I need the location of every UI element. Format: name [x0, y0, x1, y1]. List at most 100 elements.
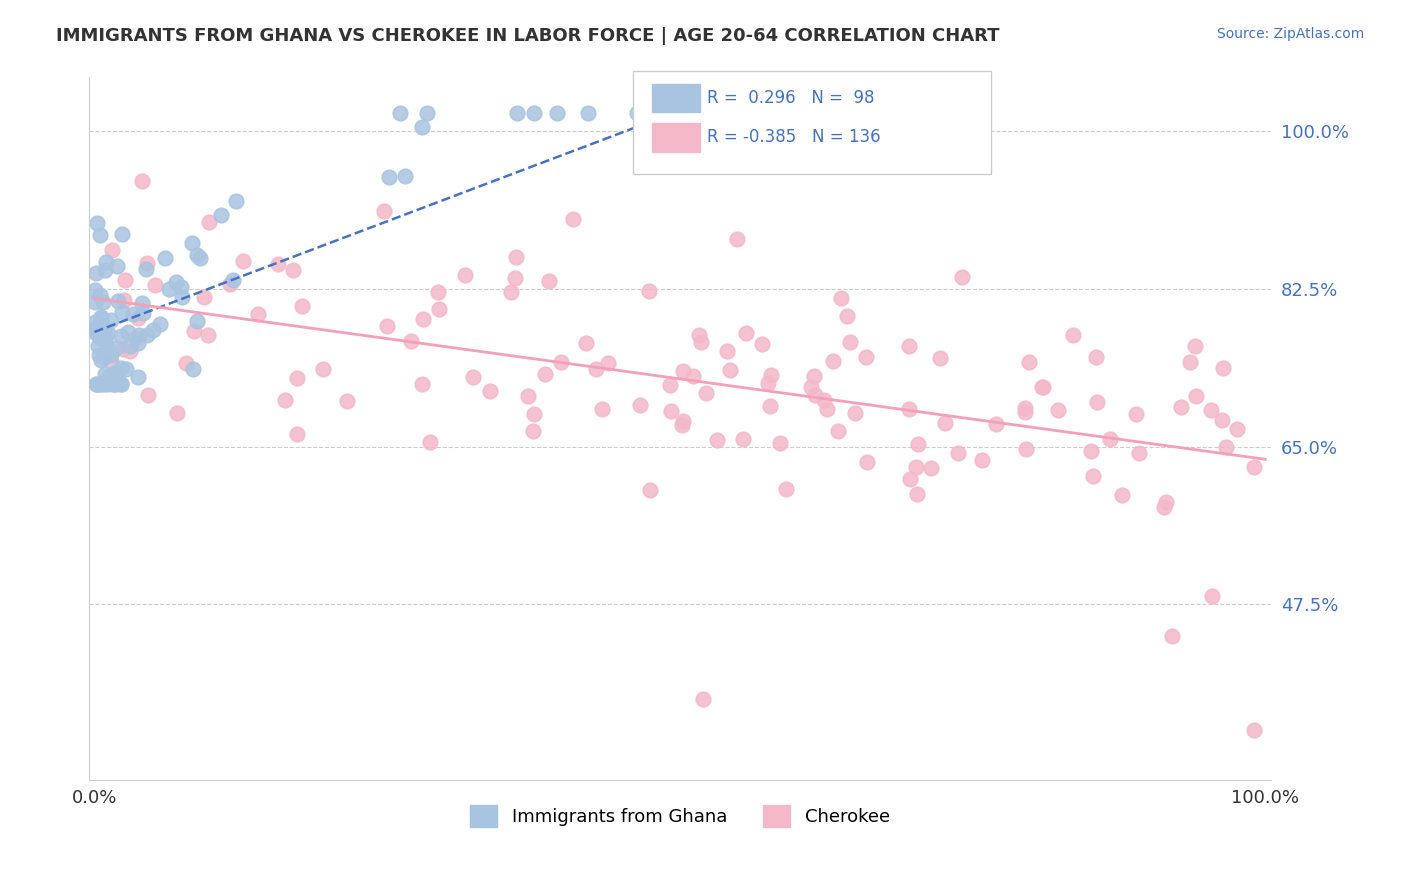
- Point: [672, 364, 695, 378]
- Point: [411, 120, 433, 134]
- Point: [775, 482, 797, 496]
- Point: [454, 268, 477, 282]
- Point: [970, 452, 993, 467]
- Point: [479, 384, 502, 398]
- Point: [1081, 469, 1104, 483]
- Point: [222, 273, 245, 287]
- Point: [101, 376, 124, 391]
- Point: [97, 368, 120, 383]
- Point: [735, 106, 758, 120]
- Point: [103, 376, 125, 391]
- Legend: Immigrants from Ghana, Cherokee: Immigrants from Ghana, Cherokee: [463, 797, 897, 834]
- Point: [461, 370, 484, 384]
- Point: [718, 363, 741, 377]
- Point: [907, 436, 929, 450]
- Point: [716, 343, 738, 358]
- Text: R = -0.385   N = 136: R = -0.385 N = 136: [707, 128, 880, 146]
- Point: [1125, 407, 1147, 421]
- Point: [149, 317, 172, 331]
- Point: [898, 339, 921, 353]
- Point: [756, 376, 779, 391]
- Point: [710, 106, 733, 120]
- Point: [562, 211, 585, 226]
- Point: [274, 393, 297, 408]
- Point: [107, 294, 129, 309]
- Point: [93, 322, 115, 336]
- Point: [948, 446, 970, 460]
- Point: [170, 279, 193, 293]
- Point: [166, 275, 188, 289]
- Point: [115, 362, 138, 376]
- Point: [671, 417, 693, 432]
- Point: [1184, 338, 1206, 352]
- Point: [232, 253, 254, 268]
- Point: [628, 398, 651, 412]
- Point: [411, 376, 433, 391]
- Point: [1212, 360, 1234, 375]
- Point: [727, 232, 749, 246]
- Point: [856, 455, 879, 469]
- Point: [1160, 629, 1182, 643]
- Point: [637, 284, 659, 298]
- Point: [1226, 422, 1249, 436]
- Point: [225, 194, 247, 209]
- Point: [585, 361, 607, 376]
- Point: [135, 328, 157, 343]
- Point: [1032, 380, 1054, 394]
- Point: [373, 204, 395, 219]
- Point: [89, 348, 111, 362]
- Point: [166, 406, 188, 420]
- Point: [90, 310, 112, 324]
- Point: [96, 376, 118, 391]
- Point: [1014, 405, 1036, 419]
- Point: [394, 169, 416, 184]
- Point: [90, 352, 112, 367]
- Point: [377, 319, 399, 334]
- Point: [516, 389, 538, 403]
- Point: [100, 313, 122, 327]
- Point: [659, 404, 682, 418]
- Point: [1215, 440, 1237, 454]
- Point: [501, 285, 523, 299]
- Point: [143, 277, 166, 292]
- Point: [505, 271, 527, 285]
- Point: [83, 315, 105, 329]
- Point: [110, 376, 132, 391]
- Point: [389, 106, 412, 120]
- Text: IMMIGRANTS FROM GHANA VS CHEROKEE IN LABOR FORCE | AGE 20-64 CORRELATION CHART: IMMIGRANTS FROM GHANA VS CHEROKEE IN LAB…: [56, 27, 1000, 45]
- Point: [744, 106, 766, 120]
- Point: [827, 425, 849, 439]
- Point: [804, 387, 827, 401]
- Text: R =  0.296   N =  98: R = 0.296 N = 98: [707, 89, 875, 107]
- Point: [598, 355, 620, 369]
- Text: Source: ZipAtlas.com: Source: ZipAtlas.com: [1216, 27, 1364, 41]
- Point: [209, 208, 232, 222]
- Point: [111, 227, 134, 241]
- Point: [312, 362, 335, 376]
- Point: [86, 326, 108, 341]
- Point: [1018, 354, 1040, 368]
- Point: [1046, 403, 1069, 417]
- Point: [855, 350, 877, 364]
- Point: [87, 376, 110, 391]
- Point: [90, 312, 112, 326]
- Point: [281, 262, 304, 277]
- Point: [744, 106, 766, 120]
- Point: [89, 331, 111, 345]
- Point: [697, 106, 720, 120]
- Point: [688, 328, 710, 343]
- Point: [89, 319, 111, 334]
- Point: [1211, 413, 1233, 427]
- Point: [247, 307, 270, 321]
- Point: [751, 337, 773, 351]
- Point: [136, 256, 159, 270]
- Point: [1128, 446, 1150, 460]
- Point: [153, 251, 176, 265]
- Point: [94, 329, 117, 343]
- Point: [1170, 401, 1192, 415]
- Point: [817, 106, 839, 120]
- Point: [1111, 488, 1133, 502]
- Point: [711, 106, 734, 120]
- Point: [105, 259, 128, 273]
- Point: [815, 402, 838, 417]
